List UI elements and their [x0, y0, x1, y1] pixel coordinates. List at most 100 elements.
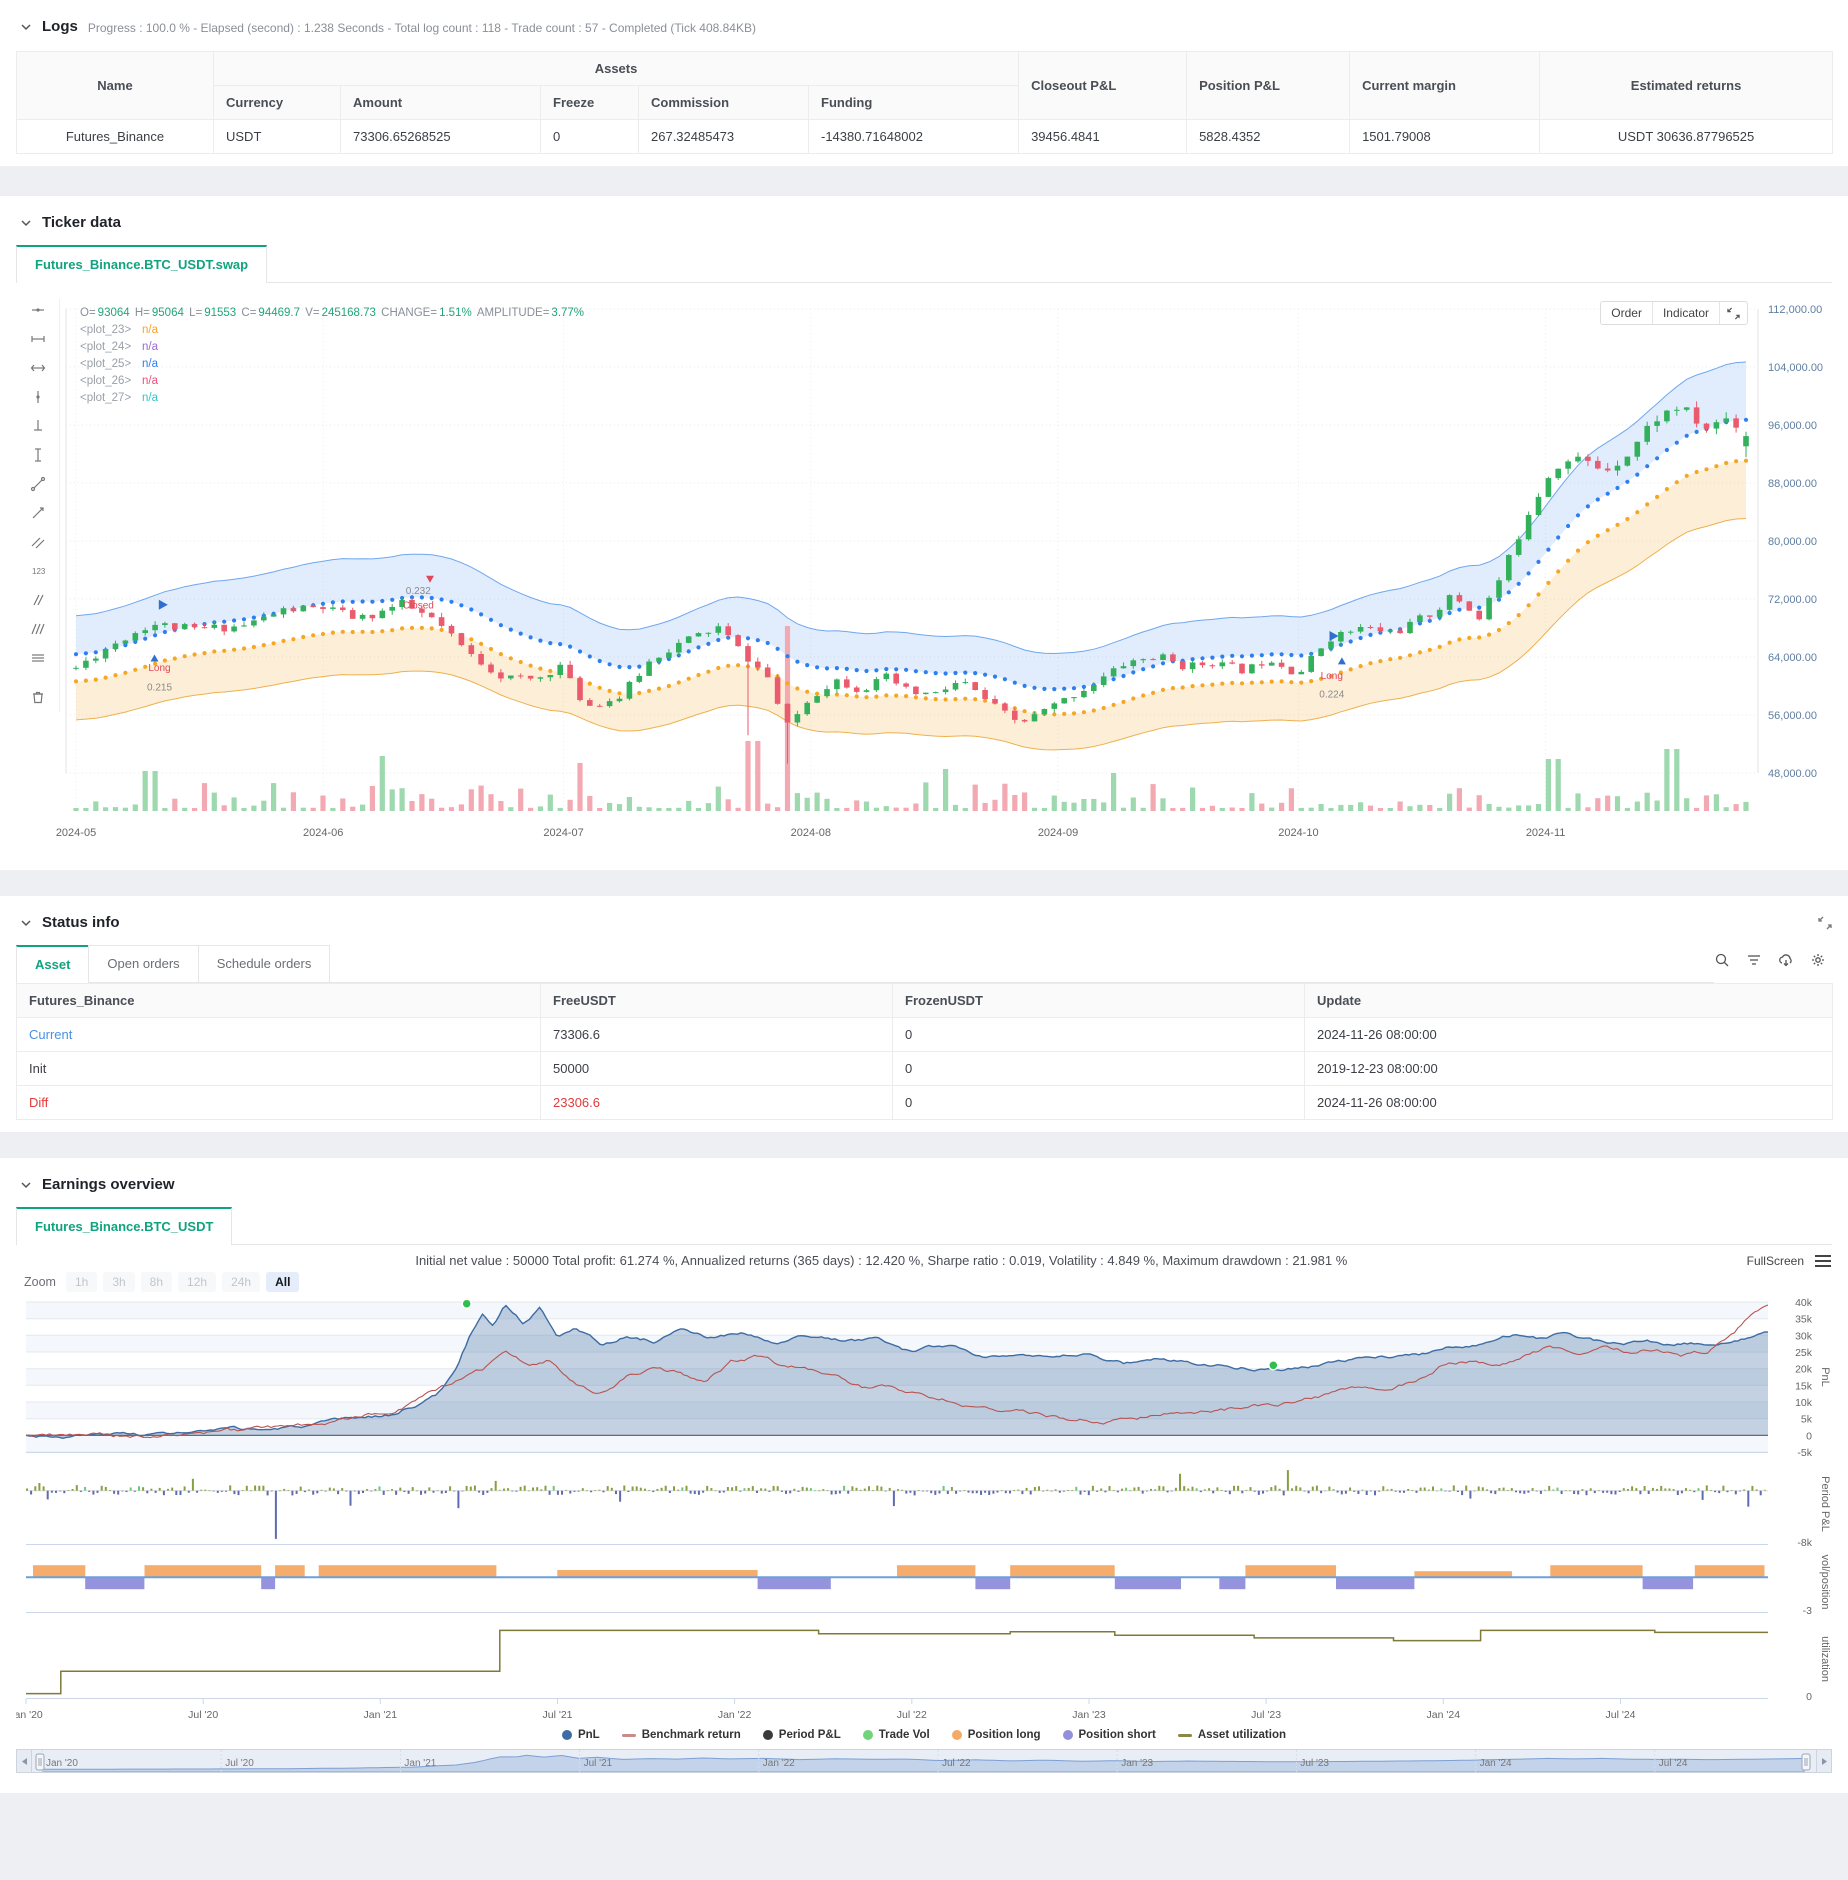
- dash-tool-icon[interactable]: [26, 299, 50, 321]
- tab-ticker-symbol[interactable]: Futures_Binance.BTC_USDT.swap: [16, 245, 268, 283]
- svg-text:104,000.00: 104,000.00: [1768, 362, 1823, 374]
- navigator-left-arrow[interactable]: [16, 1749, 32, 1773]
- navigator-right-arrow[interactable]: [1816, 1749, 1832, 1773]
- filter-lines-icon[interactable]: [1746, 952, 1762, 973]
- svg-text:-8k: -8k: [1797, 1537, 1812, 1549]
- legend-item-trade-vol[interactable]: Trade Vol: [862, 1729, 930, 1741]
- ohlc-label: AMPLITUDE=: [476, 307, 550, 319]
- plot-legend-item: <plot_26> n/a: [80, 375, 158, 387]
- zoom-button-8h[interactable]: 8h: [140, 1272, 173, 1292]
- legend-label: Benchmark return: [641, 1729, 741, 1741]
- cell-closeout-pnl: 39456.4841: [1018, 119, 1188, 154]
- table-row: Futures_Binance USDT 73306.65268525 0 26…: [16, 119, 1834, 154]
- status-row-diff: Diff 23306.6 0 2024-11-26 08:00:00: [16, 1085, 1833, 1120]
- svg-text:64,000.00: 64,000.00: [1768, 652, 1817, 664]
- svg-text:0.224: 0.224: [1319, 690, 1344, 701]
- ticker-header: Ticker data: [16, 208, 1832, 241]
- hatch-tool-icon[interactable]: [26, 618, 50, 640]
- range-tool-icon[interactable]: [26, 328, 50, 350]
- chevron-down-icon[interactable]: [20, 1179, 32, 1191]
- col-closeout-pnl: Closeout P&L: [1018, 51, 1188, 120]
- zoom-button-3h[interactable]: 3h: [103, 1272, 135, 1292]
- status-cell[interactable]: Current: [16, 1017, 541, 1052]
- candlestick-chart[interactable]: 112,000.00 104,000.00 96,000.00 88,000.00 80…: [16, 293, 1832, 853]
- legend-label: Trade Vol: [878, 1729, 930, 1741]
- channel-tool-icon[interactable]: [26, 531, 50, 553]
- svg-text:Jul '20: Jul '20: [225, 1758, 254, 1769]
- svg-text:2024-05: 2024-05: [56, 827, 96, 839]
- svg-text:30k: 30k: [1795, 1330, 1813, 1342]
- trash-tool-icon[interactable]: [26, 686, 50, 708]
- svg-text:112,000.00: 112,000.00: [1768, 304, 1822, 316]
- col-position-pnl: Position P&L: [1186, 51, 1351, 120]
- ohlc-value: 93064: [97, 307, 133, 319]
- zoom-button-all[interactable]: All: [266, 1272, 300, 1292]
- tab-open-orders[interactable]: Open orders: [88, 945, 199, 982]
- cell-commission: 267.32485473: [638, 119, 809, 154]
- svg-text:56,000.00: 56,000.00: [1768, 710, 1817, 722]
- status-cell: 23306.6: [540, 1085, 893, 1120]
- chevron-down-icon[interactable]: [20, 217, 32, 229]
- cloud-download-icon[interactable]: [1778, 952, 1794, 973]
- legend-item-position-long[interactable]: Position long: [951, 1729, 1041, 1741]
- svg-text:Jan '24: Jan '24: [1427, 1709, 1461, 1721]
- settings-icon[interactable]: [1810, 952, 1826, 973]
- svg-text:96,000.00: 96,000.00: [1768, 420, 1817, 432]
- svg-text:20k: 20k: [1795, 1364, 1813, 1376]
- chevron-down-icon[interactable]: [20, 917, 32, 929]
- legend-item-period-p&l[interactable]: Period P&L: [762, 1729, 841, 1741]
- expand-icon[interactable]: [1818, 916, 1832, 930]
- chart-buttons: Order Indicator: [1600, 301, 1748, 325]
- vertical-line-tool-icon[interactable]: [26, 386, 50, 408]
- search-icon[interactable]: [1714, 952, 1730, 973]
- legend-item-asset-utilization[interactable]: Asset utilization: [1177, 1729, 1286, 1741]
- ray-tool-icon[interactable]: [26, 502, 50, 524]
- svg-text:2024-09: 2024-09: [1038, 827, 1078, 839]
- svg-text:2024-11: 2024-11: [1526, 827, 1566, 839]
- legend-dot-icon: [1062, 1730, 1073, 1740]
- plot-legend-item: <plot_23> n/a: [80, 324, 158, 336]
- tab-earnings-symbol[interactable]: Futures_Binance.BTC_USDT: [16, 1207, 233, 1245]
- indicator-button[interactable]: Indicator: [1652, 302, 1720, 324]
- svg-text:5k: 5k: [1801, 1414, 1813, 1426]
- ticker-tabbar: Futures_Binance.BTC_USDT.swap: [16, 245, 1832, 283]
- legend-item-position-short[interactable]: Position short: [1062, 1729, 1156, 1741]
- assets-table: Name Assets Closeout P&L Position P&L Cu…: [16, 51, 1834, 154]
- svg-text:Jan '21: Jan '21: [364, 1709, 398, 1721]
- chart-navigator: Jan '20 Jul '20 Jan '21 Jul '21 Jan '22 Jul '…: [16, 1749, 1832, 1773]
- legend-item-benchmark-return[interactable]: Benchmark return: [621, 1729, 741, 1741]
- height-tool-icon[interactable]: [26, 444, 50, 466]
- anchor-tool-icon[interactable]: [26, 415, 50, 437]
- svg-text:2024-08: 2024-08: [791, 827, 831, 839]
- order-button[interactable]: Order: [1601, 302, 1653, 324]
- collapse-button[interactable]: [1720, 302, 1747, 324]
- legend-label: Period P&L: [778, 1729, 841, 1741]
- svg-text:utilization: utilization: [1819, 1636, 1831, 1682]
- earnings-legend: PnL Benchmark return Period P&L Trade Vol Po…: [16, 1729, 1832, 1741]
- numbers-tool-icon[interactable]: 123: [26, 560, 50, 582]
- tab-schedule-orders[interactable]: Schedule orders: [197, 945, 331, 982]
- svg-text:2024-10: 2024-10: [1278, 827, 1318, 839]
- earnings-chart[interactable]: 40k 35k 30k 25k 20k 15k 10k 5k 0 -5k PnL -8k Period …: [9, 1294, 1832, 1722]
- col-assets-group: Assets: [212, 51, 1020, 86]
- slash-tool-icon[interactable]: [26, 589, 50, 611]
- tab-asset[interactable]: Asset: [16, 945, 90, 983]
- legend-item-pnl[interactable]: PnL: [561, 1729, 600, 1741]
- col-commission: Commission: [638, 85, 809, 120]
- chevron-down-icon[interactable]: [20, 21, 32, 33]
- zoom-button-24h[interactable]: 24h: [222, 1272, 261, 1292]
- navigator-track[interactable]: Jan '20 Jul '20 Jan '21 Jul '21 Jan '22 Jul '…: [32, 1749, 1816, 1773]
- cell-estimated-returns: USDT 30636.87796525: [1539, 119, 1834, 154]
- arrows-tool-icon[interactable]: [26, 357, 50, 379]
- zoom-button-12h[interactable]: 12h: [178, 1272, 217, 1292]
- list-tool-icon[interactable]: [26, 647, 50, 669]
- earnings-card: Earnings overview Futures_Binance.BTC_US…: [0, 1158, 1848, 1793]
- trend-line-tool-icon[interactable]: [26, 473, 50, 495]
- svg-text:Jul '24: Jul '24: [1605, 1709, 1635, 1721]
- fullscreen-button[interactable]: FullScreen: [1747, 1254, 1832, 1268]
- status-cell: Diff: [16, 1085, 541, 1120]
- status-cell: 0: [892, 1017, 1305, 1052]
- ohlc-value: 3.77%: [551, 307, 585, 319]
- zoom-button-1h[interactable]: 1h: [65, 1272, 98, 1292]
- menu-icon: [1815, 1254, 1831, 1267]
